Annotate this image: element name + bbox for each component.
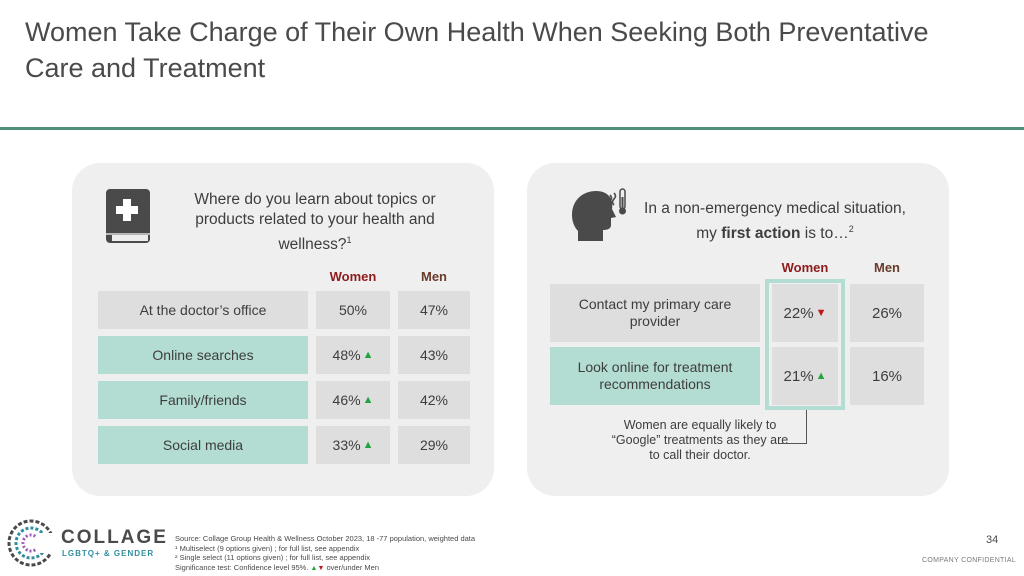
sig-down-icon: ▼ [317,564,325,572]
callout-text: Women are equally likely to “Google” tre… [611,418,789,462]
sig-prefix: Significance test: Confidence level 95%. [175,562,309,572]
page-number: 34 [986,534,999,546]
significance-down-icon: ▼ [815,306,827,319]
left-question-note: 1 [346,235,352,245]
left-question-text: Where do you learn about topics or produ… [194,191,436,254]
women-value-cell: 50% [316,291,390,329]
title-divider [0,127,1024,130]
women-value: 48% [332,346,361,363]
callout-connector-horizontal [779,443,807,444]
significance-up-icon: ▲ [362,348,374,361]
right-question-text-2: is to… [800,225,849,243]
left-col-women: Women [329,269,377,284]
left-question: Where do you learn about topics or produ… [170,190,460,255]
women-value: 33% [332,436,361,453]
left-col-men: Men [421,269,447,284]
women-value: 22% [783,304,814,322]
footnotes: Source: Collage Group Health & Wellness … [175,534,595,573]
table-row-label: Family/friends [98,381,308,419]
right-col-women: Women [781,260,829,275]
women-value-cell: 46% ▲ [316,381,390,419]
table-row-label: Online searches [98,336,308,374]
right-question-bold: first action [721,225,801,243]
table-row-label: Contact my primary care provider [550,284,760,342]
significance-up-icon: ▲ [815,369,827,382]
footnote-2: ² Single select (11 options given) ; for… [175,553,370,562]
women-value-cell: 33% ▲ [316,426,390,464]
men-value: 29% [398,426,470,464]
men-value: 43% [398,336,470,374]
sick-person-thermometer-icon [572,188,626,241]
right-col-men: Men [874,260,900,275]
right-question-text-1: In a non-emergency medical situation, my [644,200,906,243]
men-value: 16% [850,347,924,405]
footnote-significance: Significance test: Confidence level 95%.… [175,563,595,574]
confidential-label: COMPANY CONFIDENTIAL [922,557,1017,564]
women-value: 21% [783,367,814,385]
significance-up-icon: ▲ [362,438,374,451]
significance-up-icon: ▲ [362,393,374,406]
sig-up-icon: ▲ [310,564,318,572]
women-value-cell: 48% ▲ [316,336,390,374]
table-row-label: At the doctor’s office [98,291,308,329]
right-question: In a non-emergency medical situation, my… [640,199,910,244]
table-row-label: Social media [98,426,308,464]
men-value: 47% [398,291,470,329]
callout-connector-vertical [806,410,807,443]
men-value: 42% [398,381,470,419]
table-row-label: Look online for treatment recommendation… [550,347,760,405]
women-column-highlight [765,279,845,410]
sig-suffix: over/under Men [326,562,380,572]
medical-book-icon [106,189,150,243]
women-value: 46% [332,391,361,408]
footnote-source: Source: Collage Group Health & Wellness … [175,534,476,543]
right-question-note: 2 [848,224,854,234]
collage-logo-icon [7,519,56,567]
men-value: 26% [850,284,924,342]
women-value: 50% [338,301,368,318]
logo-subtitle: LGBTQ+ & GENDER [62,549,155,558]
women-value-cell: 21% ▲ [772,347,838,405]
footnote-1: ¹ Multiselect (9 options given) ; for fu… [175,543,360,553]
slide-title: Women Take Charge of Their Own Health Wh… [25,17,929,83]
logo-wordmark: COLLAGE [61,527,168,548]
women-value-cell: 22% ▼ [772,284,838,342]
